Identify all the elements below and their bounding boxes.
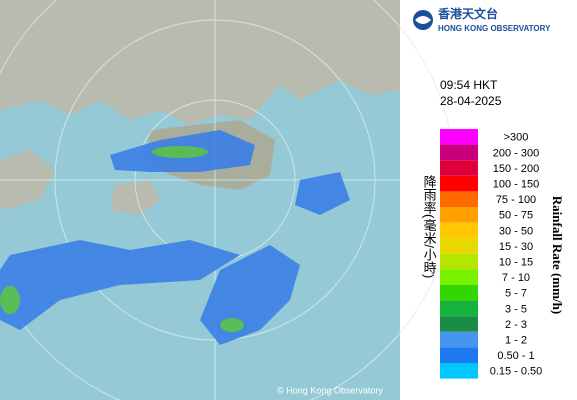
legend-label: 3 - 5	[505, 303, 527, 315]
legend-label: 30 - 50	[499, 225, 533, 237]
legend-swatch	[440, 285, 478, 301]
radar-map: © Hong Kong Observatory	[0, 0, 456, 400]
legend-swatch	[440, 207, 478, 223]
lantau	[110, 180, 160, 215]
legend-label: 15 - 30	[499, 241, 533, 253]
time: 09:54 HKT	[440, 78, 498, 92]
legend-label: >300	[504, 132, 529, 144]
legend-swatch	[440, 300, 478, 317]
legend-label: 5 - 7	[505, 288, 527, 300]
date: 28-04-2025	[440, 94, 502, 108]
legend-swatch	[440, 160, 478, 176]
legend-label: 7 - 10	[502, 272, 530, 284]
legend-swatch	[440, 191, 478, 207]
legend-label: 100 - 150	[493, 179, 539, 191]
legend-label: 200 - 300	[493, 147, 539, 159]
legend-swatch	[440, 238, 478, 254]
legend: >300 200 - 300 150 - 200 100 - 150 75 - 100 5…	[440, 129, 542, 379]
legend-label: 0.50 - 1	[497, 350, 534, 362]
legend-swatch	[440, 347, 478, 363]
legend-swatch	[440, 363, 478, 379]
rain-heavy	[0, 146, 244, 332]
legend-swatch	[440, 331, 478, 348]
legend-label: 50 - 75	[499, 210, 533, 222]
logo: 香港天文台 HONG KONG OBSERVATORY	[413, 6, 551, 33]
legend-title-en: Rainfall Rate (mm/h)	[550, 196, 565, 314]
legend-label: 1 - 2	[505, 335, 527, 347]
org-name-en: HONG KONG OBSERVATORY	[438, 24, 551, 33]
legend-swatch	[440, 144, 478, 161]
legend-label: 75 - 100	[496, 194, 536, 206]
legend-swatch	[440, 129, 478, 145]
copyright: © Hong Kong Observatory	[277, 385, 383, 395]
mainland	[0, 0, 400, 125]
legend-swatch	[440, 269, 478, 285]
legend-label: 150 - 200	[493, 163, 539, 175]
legend-label: 10 - 15	[499, 257, 533, 269]
legend-swatch	[440, 253, 478, 270]
legend-label: 0.15 - 0.50	[490, 366, 543, 378]
org-name-zh: 香港天文台	[437, 6, 498, 21]
legend-swatch	[440, 222, 478, 239]
legend-title-zh: 降雨率(毫米/小時)	[422, 175, 437, 278]
legend-label: 2 - 3	[505, 319, 527, 331]
legend-swatch	[440, 316, 478, 332]
logo-icon-wave	[415, 16, 431, 24]
legend-swatch	[440, 175, 478, 192]
